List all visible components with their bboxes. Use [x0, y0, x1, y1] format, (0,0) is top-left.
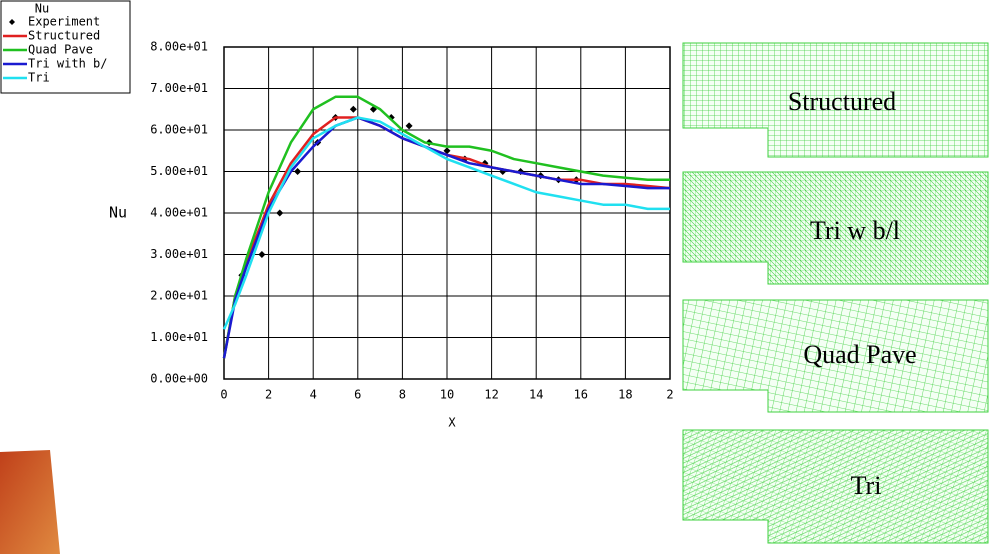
x-tick-label: 2 [666, 388, 673, 402]
data-point [276, 209, 284, 217]
mesh [683, 43, 988, 157]
mesh [683, 300, 988, 412]
legend-label: Experiment [28, 15, 100, 29]
y-tick-label: 6.00e+01 [150, 123, 208, 137]
data-point [294, 168, 302, 175]
x-axis-label: X [448, 416, 456, 430]
data-point [443, 147, 451, 155]
y-axis-label: Nu [109, 204, 127, 222]
x-tick-label: 12 [484, 388, 498, 402]
legend-label: Quad Pave [28, 43, 93, 57]
x-tick-label: 16 [574, 388, 588, 402]
legend-marker [9, 19, 15, 25]
data-point [258, 251, 266, 258]
data-point [405, 122, 413, 130]
y-tick-label: 1.00e+01 [150, 330, 208, 344]
legend-label: Tri [28, 71, 50, 85]
y-tick-label: 5.00e+01 [150, 164, 208, 178]
data-point [349, 105, 357, 113]
y-tick-label: 8.00e+01 [150, 40, 208, 54]
mesh-label: Structured [788, 87, 896, 116]
mesh [683, 172, 988, 284]
x-tick-label: 10 [440, 388, 454, 402]
plot-frame [223, 46, 671, 380]
x-tick-label: 0 [220, 388, 227, 402]
mesh-label: Tri [851, 471, 882, 500]
y-tick-label: 0.00e+00 [150, 372, 208, 386]
y-tick-label: 2.00e+01 [150, 289, 208, 303]
mesh-panels: Structured Tri w b/l Quad Pave Tri [682, 42, 989, 544]
x-tick-label: 14 [529, 388, 543, 402]
series-line [222, 116, 670, 330]
x-tick-label: 2 [265, 388, 272, 402]
mesh [683, 430, 988, 543]
legend-title: Nu [35, 2, 49, 16]
x-tick-label: 4 [310, 388, 317, 402]
series-line [222, 95, 670, 359]
y-tick-label: 3.00e+01 [150, 247, 208, 261]
legend-label: Structured [28, 29, 100, 43]
mesh-label: Quad Pave [803, 340, 916, 369]
x-tick-label: 18 [618, 388, 632, 402]
mesh-label: Tri w b/l [810, 216, 900, 245]
x-tick-label: 6 [354, 388, 361, 402]
y-tick-label: 7.00e+01 [150, 81, 208, 95]
decoration [0, 450, 60, 554]
legend-label: Tri with b/ [28, 57, 107, 71]
y-tick-label: 4.00e+01 [150, 206, 208, 220]
x-tick-label: 8 [399, 388, 406, 402]
